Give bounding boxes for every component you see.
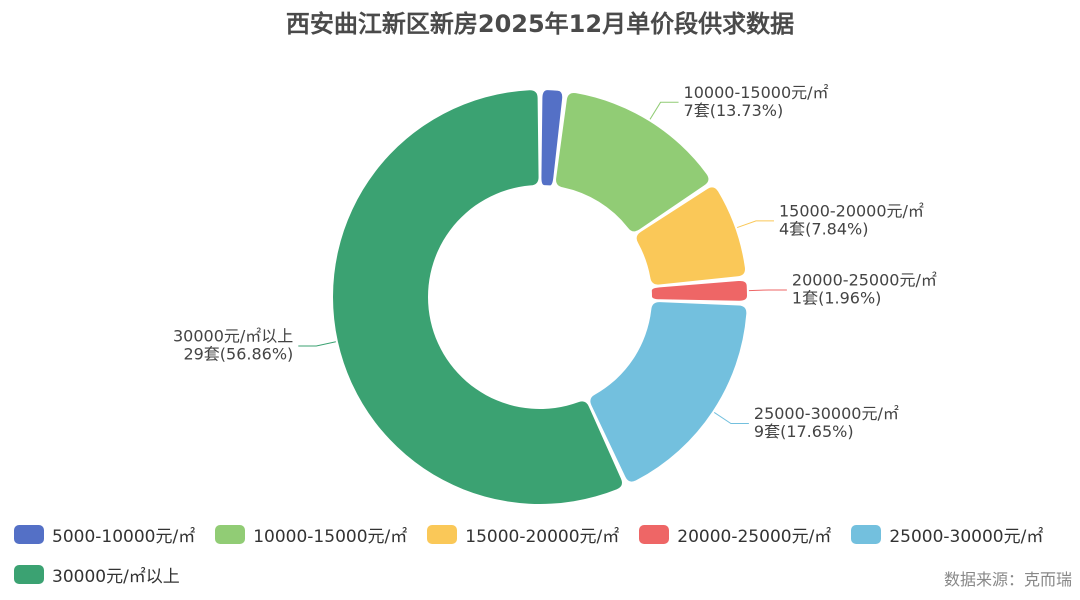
legend-swatch bbox=[639, 524, 670, 544]
data-label-5: 25000-30000元/㎡ 9套(17.65%) bbox=[754, 404, 899, 441]
data-label-2: 10000-15000元/㎡ 7套(13.73%) bbox=[684, 83, 829, 120]
legend-swatch bbox=[215, 524, 246, 544]
legend-label: 25000-30000元/㎡ bbox=[889, 526, 1044, 547]
legend-item-2[interactable]: 10000-15000元/㎡ bbox=[215, 520, 407, 548]
slice-5[interactable] bbox=[590, 302, 747, 482]
leader-line-4 bbox=[748, 289, 787, 292]
data-source: 数据来源：克而瑞 bbox=[943, 570, 1072, 589]
legend-label: 5000-10000元/㎡ bbox=[52, 526, 196, 547]
data-label-6: 30000元/㎡以上 29套(56.86%) bbox=[173, 326, 293, 363]
legend-swatch bbox=[14, 564, 44, 584]
legend-label: 10000-15000元/㎡ bbox=[253, 526, 408, 547]
leader-line-5 bbox=[713, 412, 749, 424]
legend-item-5[interactable]: 25000-30000元/㎡ bbox=[851, 520, 1043, 548]
leader-line-2 bbox=[649, 101, 679, 120]
legend-item-4[interactable]: 20000-25000元/㎡ bbox=[639, 520, 831, 548]
legend-item-3[interactable]: 15000-20000元/㎡ bbox=[427, 520, 619, 548]
slice-2[interactable] bbox=[556, 92, 709, 232]
legend-swatch bbox=[427, 524, 458, 544]
slice-6[interactable] bbox=[332, 90, 622, 505]
legend-item-6[interactable]: 30000元/㎡以上 bbox=[14, 560, 180, 588]
slice-3[interactable] bbox=[636, 187, 745, 285]
data-label-4: 20000-25000元/㎡ 1套(1.96%) bbox=[792, 270, 937, 307]
legend-item-1[interactable]: 5000-10000元/㎡ bbox=[14, 520, 195, 548]
chart-title: 西安曲江新区新房2025年12月单价段供求数据 bbox=[285, 10, 795, 38]
chart-legend: 5000-10000元/㎡ 10000-15000元/㎡ 15000-20000元/… bbox=[14, 520, 1080, 600]
data-label-3: 15000-20000元/㎡ 4套(7.84%) bbox=[779, 201, 924, 238]
legend-swatch bbox=[851, 524, 882, 544]
legend-label: 20000-25000元/㎡ bbox=[677, 526, 832, 547]
slice-1[interactable] bbox=[541, 90, 563, 186]
leader-line-3 bbox=[736, 220, 774, 229]
legend-label: 30000元/㎡以上 bbox=[52, 566, 180, 587]
legend-swatch bbox=[14, 524, 44, 544]
slice-4[interactable] bbox=[651, 280, 747, 301]
leader-line-6 bbox=[298, 341, 336, 347]
legend-label: 15000-20000元/㎡ bbox=[465, 526, 620, 547]
